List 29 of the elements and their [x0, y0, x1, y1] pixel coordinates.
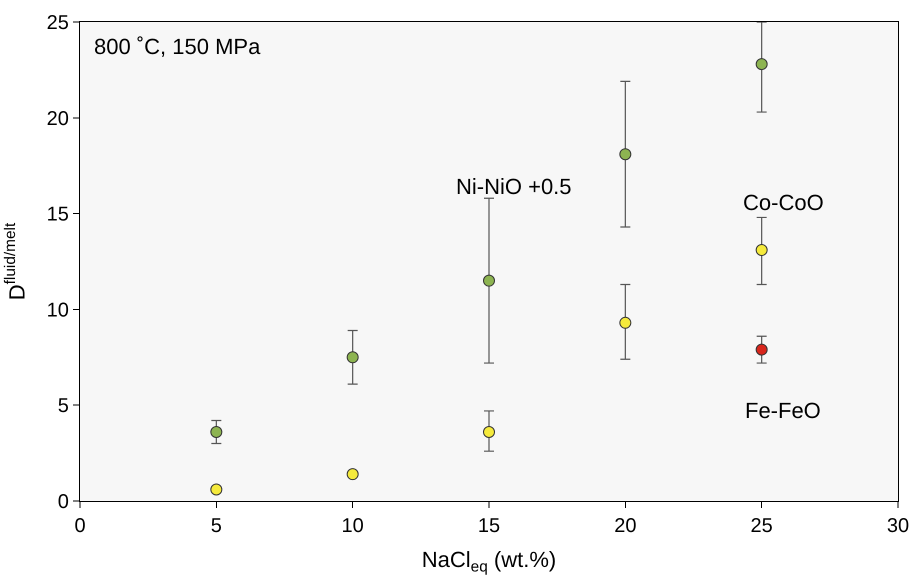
y-tick-label: 5 — [58, 395, 69, 418]
x-tick-label: 0 — [74, 515, 86, 538]
point — [483, 274, 495, 287]
y-tick-label: 0 — [58, 491, 69, 513]
y-tick-label: 25 — [46, 12, 69, 34]
point — [619, 148, 632, 160]
point — [756, 58, 768, 70]
text: Ni-NiO +0.5 — [456, 174, 572, 199]
annotation: 800 ˚C, 150 MPa — [94, 34, 262, 59]
y-tick-label: 15 — [46, 204, 69, 226]
x-axis-title: NaCl$_{eq}$ (wt.%) — [422, 547, 556, 576]
y-tick-label: 20 — [46, 108, 69, 130]
point — [210, 484, 222, 496]
x-tick-label: 30 — [886, 515, 910, 538]
x-tick-label: 20 — [614, 515, 636, 538]
point — [483, 426, 495, 438]
point — [346, 351, 359, 364]
point — [210, 426, 222, 438]
text: Fe-FeO — [745, 398, 821, 423]
point — [756, 244, 768, 256]
y-tick-label: 10 — [46, 299, 69, 322]
point — [346, 468, 359, 480]
point — [619, 316, 632, 329]
point — [756, 344, 768, 356]
series-label: Co-CoO — [743, 190, 824, 215]
x-tick-label: 15 — [478, 515, 500, 538]
x-tick-label: 5 — [210, 515, 222, 538]
x-tick-label: 25 — [750, 515, 773, 538]
x-tick-label: 10 — [342, 515, 364, 538]
